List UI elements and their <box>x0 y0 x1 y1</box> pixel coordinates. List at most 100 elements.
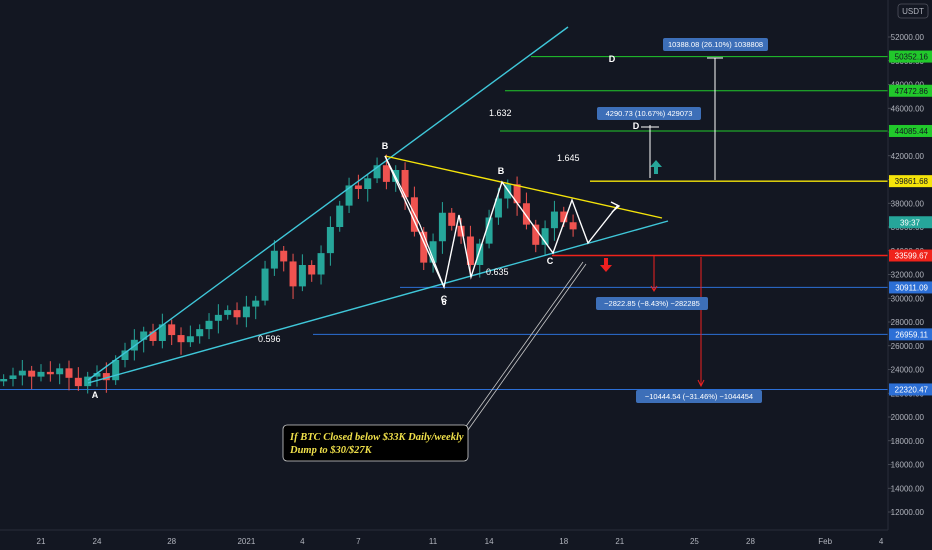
candle-body <box>289 261 297 287</box>
candle-body <box>522 203 530 225</box>
candle-body <box>326 227 334 254</box>
candle-body <box>149 331 157 341</box>
currency-selector[interactable]: USDT <box>897 3 929 19</box>
wave-label: B <box>498 166 505 176</box>
level-price-tag[interactable]: 30911.09 <box>889 281 932 294</box>
level-price-tag-bg <box>889 124 932 137</box>
wave-arrow-head <box>610 201 621 213</box>
current-price-tag-bg <box>889 216 932 229</box>
measure-arrow-down <box>697 379 705 388</box>
time-tick-label: 4 <box>879 537 884 546</box>
time-tick-label: Feb <box>818 537 832 546</box>
measure-box[interactable]: −2822.85 (−8.43%) −282285 <box>596 297 708 310</box>
measure-box-bg <box>597 107 701 120</box>
candle-body <box>560 211 568 223</box>
note-line-2: Dump to $30/$27K <box>289 445 373 456</box>
measure-box[interactable]: −10444.54 (−31.46%) −1044454 <box>636 390 762 403</box>
time-tick-label: 21 <box>37 537 46 546</box>
wave-label: D <box>633 121 640 131</box>
candle-body <box>438 212 446 242</box>
level-price-tag[interactable]: 39861.68 <box>889 175 932 188</box>
candle-body <box>317 253 325 275</box>
level-price-tag[interactable]: 47472.86 <box>889 84 932 97</box>
measure-box-bg <box>596 297 708 310</box>
annotations: 1.632 1.645 0.635 0.596 A B B C C D D 6 10388.08 (26… <box>92 38 768 462</box>
candle-body <box>140 331 148 340</box>
candle-body <box>308 265 316 275</box>
time-tick-label: 28 <box>746 537 755 546</box>
candle-body <box>280 250 288 262</box>
candle-body <box>252 300 260 307</box>
price-tick-label: 28000.00 <box>891 318 925 327</box>
candle-body <box>476 243 484 265</box>
wave-label: D <box>609 54 616 64</box>
wave-zigzag <box>384 155 619 290</box>
fib-label: 0.635 <box>486 267 509 277</box>
level-price-tag[interactable]: 26959.11 <box>889 328 932 341</box>
level-price-tag-label: 33599.67 <box>895 252 929 261</box>
wave-label: C <box>441 294 448 304</box>
candle-body <box>0 379 8 382</box>
note-box-bg <box>282 424 469 462</box>
wave-label: 6 <box>441 297 446 307</box>
candle-body <box>84 376 92 387</box>
wave-label: A <box>92 390 99 400</box>
level-price-tag-label: 26959.11 <box>895 330 928 339</box>
candle-body <box>168 324 176 336</box>
price-tick-label: 14000.00 <box>891 484 925 493</box>
candle-body <box>429 241 437 263</box>
wave-label: B <box>382 141 389 151</box>
measure-box-label: 10388.08 (26.10%) 1038808 <box>668 40 763 49</box>
measure-box-bg <box>636 390 762 403</box>
candle-body <box>448 212 456 226</box>
fib-label: 1.645 <box>557 153 580 163</box>
price-tick-label: 32000.00 <box>891 271 925 280</box>
candle-body <box>214 314 222 321</box>
measure-box[interactable]: 10388.08 (26.10%) 1038808 <box>663 38 768 51</box>
candle-body <box>233 310 241 318</box>
price-tick-label: 24000.00 <box>891 366 925 375</box>
level-price-tag[interactable]: 22320.47 <box>889 383 932 396</box>
time-tick-label: 2021 <box>237 537 255 546</box>
candle-body <box>345 185 353 206</box>
candle-body <box>177 335 185 343</box>
candle-body <box>205 320 213 330</box>
candle-body <box>485 217 493 244</box>
level-price-tag[interactable]: 44085.44 <box>889 124 932 137</box>
candle-body <box>121 350 129 360</box>
time-tick-label: 11 <box>429 537 438 546</box>
candle-body <box>186 336 194 343</box>
candle-body <box>270 250 278 269</box>
candle-body <box>466 236 474 265</box>
note-pointer-line <box>467 263 587 431</box>
level-price-tag[interactable]: 33599.67 <box>889 249 932 262</box>
measure-box-label: 4290.73 (10.67%) 429073 <box>606 109 693 118</box>
note-box[interactable]: If BTC Closed below $33K Daily/weekly Dum… <box>282 424 469 462</box>
candle-body <box>494 198 502 218</box>
current-price-tag-label: 39:37 <box>900 218 921 227</box>
candle-body <box>65 368 73 378</box>
candle-body <box>18 370 26 376</box>
level-price-tag-bg <box>889 249 932 262</box>
drawings <box>87 26 723 433</box>
price-tick-label: 26000.00 <box>891 342 925 351</box>
level-price-tag-bg <box>889 175 932 188</box>
price-axis[interactable]: 52000.0050000.0048000.0046000.0044000.00… <box>887 0 932 530</box>
measure-box[interactable]: 4290.73 (10.67%) 429073 <box>597 107 701 120</box>
candle-body <box>382 165 390 182</box>
candle-body <box>112 360 120 381</box>
candle-body <box>336 205 344 227</box>
time-tick-label: 24 <box>93 537 102 546</box>
level-price-tag-bg <box>889 50 932 63</box>
price-tick-label: 46000.00 <box>891 104 925 113</box>
note-pointer-line <box>461 261 584 433</box>
level-price-tag[interactable]: 50352.16 <box>889 50 932 63</box>
time-axis[interactable]: 21 24 28 2021 4 7 11 14 18 21 25 28 Feb 4 <box>0 529 888 546</box>
candle-body <box>56 368 64 375</box>
current-price-tag[interactable]: 39:37 <box>889 216 932 229</box>
fib-label: 0.596 <box>258 334 281 344</box>
candle-body <box>364 178 372 189</box>
measure-box-label: −10444.54 (−31.46%) −1044454 <box>645 392 753 401</box>
